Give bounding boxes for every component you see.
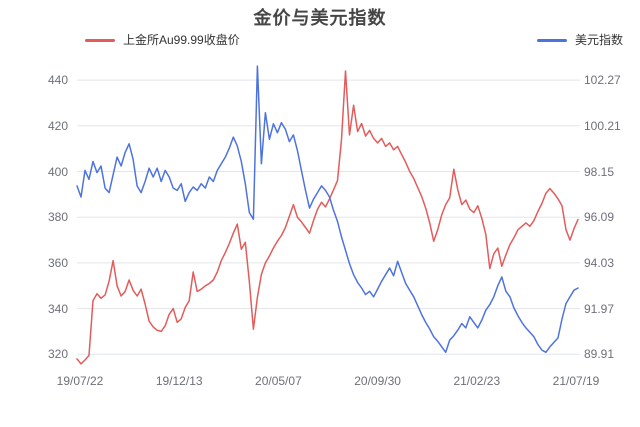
- x-axis-tick-label: 20/05/07: [255, 374, 302, 388]
- legend-item-usd-index[interactable]: 美元指数: [536, 33, 623, 48]
- x-axis-tick-label: 21/07/19: [552, 374, 600, 388]
- y-axis-left-tick-label: 440: [47, 73, 68, 88]
- x-axis-tick-label: 19/12/13: [155, 374, 203, 388]
- gold-line-legend-label: 上金所Au99.99收盘价: [123, 33, 240, 47]
- y-axis-left-tick-label: 340: [47, 301, 68, 316]
- y-axis-right-tick-label: 91.97: [584, 301, 615, 316]
- usd-index-legend-marker: [536, 39, 567, 42]
- usd-index-line[interactable]: [76, 65, 579, 354]
- gold-price-line[interactable]: [76, 70, 579, 365]
- x-axis-tick-label: 21/02/23: [453, 374, 501, 388]
- y-axis-right-tick-label: 96.09: [584, 210, 615, 225]
- legend-item-gold-price[interactable]: 上金所Au99.99收盘价: [85, 33, 240, 48]
- usd-index-legend-label: 美元指数: [574, 33, 623, 47]
- y-axis-right-tick-label: 89.91: [584, 347, 615, 362]
- y-axis-left-tick-label: 420: [47, 118, 68, 133]
- y-axis-left-tick-label: 380: [47, 210, 68, 225]
- y-axis-left-tick-label: 360: [47, 255, 68, 270]
- y-axis-left-tick-label: 400: [47, 164, 68, 179]
- y-axis-left-tick-label: 320: [47, 347, 68, 362]
- gold-line-legend-marker: [85, 39, 115, 42]
- chart-title: 金价与美元指数: [253, 8, 387, 28]
- x-axis-tick-label: 20/09/30: [354, 374, 401, 388]
- y-axis-right-tick-label: 102.27: [584, 73, 621, 88]
- y-axis-right-tick-label: 94.03: [584, 255, 615, 270]
- x-axis-tick-label: 19/07/22: [56, 374, 104, 388]
- y-axis-right-tick-label: 100.21: [584, 118, 621, 133]
- y-axis-right-tick-label: 98.15: [584, 164, 615, 179]
